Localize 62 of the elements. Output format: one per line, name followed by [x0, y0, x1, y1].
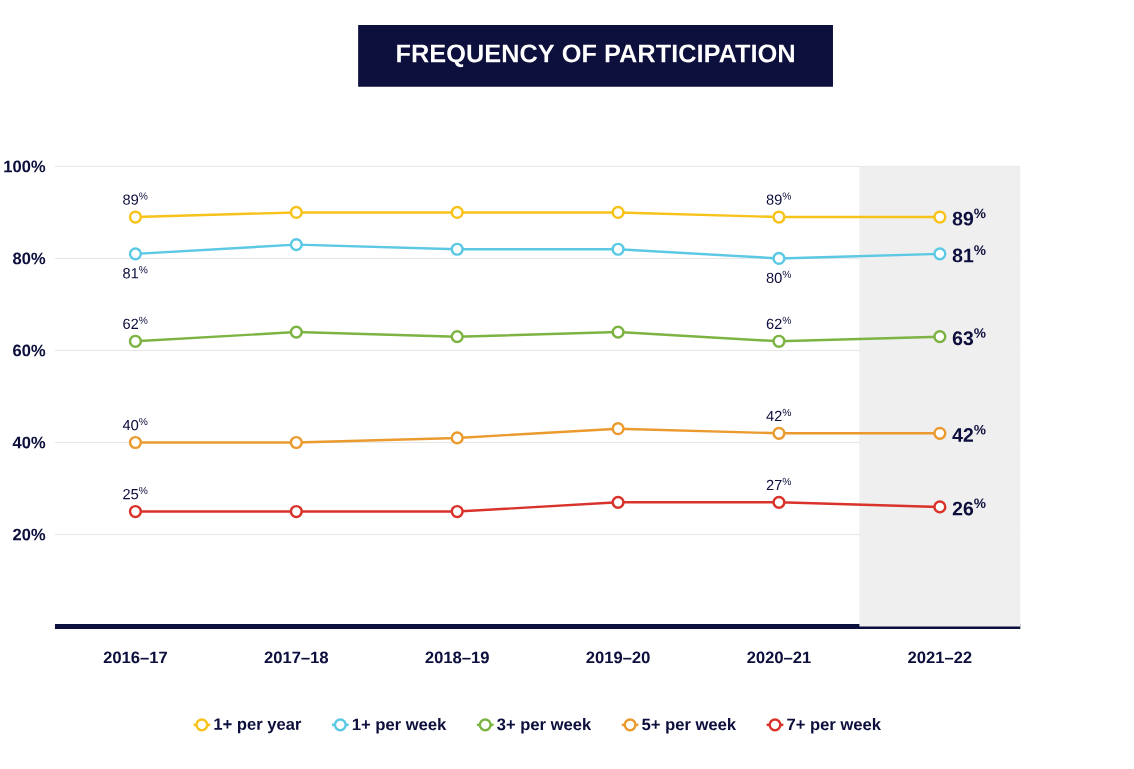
point	[611, 325, 625, 339]
data-label: 81$^{%}$	[123, 266, 148, 279]
point	[611, 422, 625, 436]
point	[933, 500, 947, 514]
y-tick-label: 20%	[13, 528, 46, 541]
point	[289, 325, 303, 339]
x-tick-label: 2020–21	[747, 651, 811, 664]
data-label: 80$^{%}$	[766, 270, 792, 284]
point	[289, 206, 303, 220]
data-label: 89$^{%}$	[952, 208, 986, 226]
point	[128, 210, 143, 224]
point	[128, 247, 143, 261]
y-tick-label: 60%	[13, 344, 46, 357]
chart-title: FREQUENCY OF PARTICIPATION	[397, 44, 794, 68]
data-label: 62$^{%}$	[766, 316, 792, 330]
x-tick-label: 2016–17	[103, 651, 167, 664]
data-label: 63$^{%}$	[952, 328, 986, 346]
point	[450, 206, 464, 220]
data-label: 42$^{%}$	[952, 425, 986, 442]
legend-label: 5+ per week	[642, 718, 737, 734]
point	[128, 436, 143, 450]
point	[933, 426, 947, 441]
point	[128, 334, 143, 349]
y-tick-label: 40%	[12, 436, 46, 449]
x-tick-label: 2019–20	[586, 651, 650, 664]
data-label: 27$^{%}$	[766, 478, 792, 491]
data-label: 42$^{%}$	[766, 409, 792, 422]
y-tick-label: 80%	[12, 252, 46, 265]
data-label: 26$^{%}$	[952, 498, 986, 516]
point	[289, 505, 303, 519]
x-tick-label: 2018–19	[425, 651, 489, 664]
point	[933, 247, 947, 261]
y-tick-label: 100%	[4, 160, 46, 173]
point	[772, 334, 786, 349]
point	[450, 330, 464, 344]
point	[772, 495, 786, 510]
point	[128, 505, 143, 519]
point	[933, 330, 947, 344]
point	[289, 238, 303, 252]
data-label: 62$^{%}$	[123, 316, 148, 330]
point	[772, 210, 786, 224]
point	[450, 431, 464, 445]
x-tick-label: 2017–18	[264, 651, 329, 664]
point	[772, 426, 786, 441]
data-label: 25$^{%}$	[123, 487, 148, 500]
data-label: 40$^{%}$	[122, 418, 148, 431]
data-label: 89$^{%}$	[123, 192, 148, 206]
point	[611, 242, 625, 257]
point	[772, 252, 786, 266]
legend-label: 1+ per week	[352, 718, 447, 734]
point	[289, 436, 303, 450]
point	[450, 505, 464, 519]
point	[450, 242, 464, 257]
legend-label: 3+ per week	[497, 718, 592, 734]
point	[933, 210, 947, 224]
legend-label: 7+ per week	[787, 718, 881, 734]
x-tick-label: 2021–22	[908, 651, 972, 664]
data-label: 81$^{%}$	[952, 245, 986, 263]
data-label: 89$^{%}$	[766, 192, 792, 206]
point	[611, 206, 625, 220]
point	[611, 495, 625, 510]
legend-label: 1+ per year	[214, 718, 302, 734]
